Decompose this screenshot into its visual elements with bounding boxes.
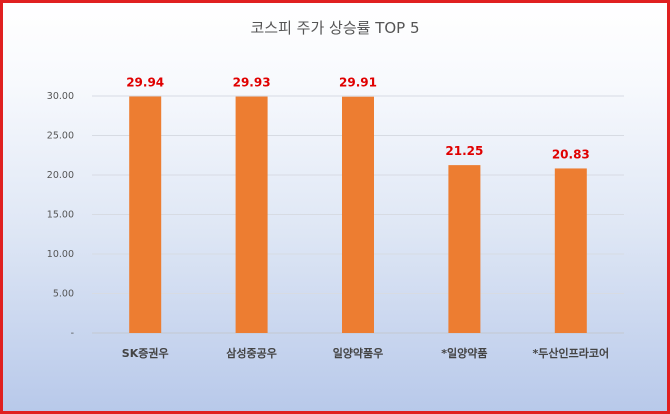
- y-tick-label: 25.00: [47, 131, 74, 142]
- bars: [129, 96, 587, 333]
- bar: [235, 96, 268, 333]
- y-tick-label: 30.00: [47, 91, 74, 102]
- data-label: 20.83: [552, 147, 590, 161]
- data-label: 29.93: [233, 76, 271, 90]
- y-tick-label: -: [71, 328, 74, 339]
- chart-title: 코스피 주가 상승률 TOP 5: [250, 19, 419, 37]
- bar: [554, 168, 587, 333]
- y-tick-label: 15.00: [47, 210, 74, 221]
- bar: [129, 96, 162, 333]
- data-label: 29.94: [126, 75, 164, 89]
- y-axis-ticks: - 5.00 10.00 15.00 20.00 25.00 30.00: [47, 91, 74, 339]
- y-tick-label: 10.00: [47, 249, 74, 260]
- y-tick-label: 20.00: [47, 170, 74, 181]
- data-label: 29.91: [339, 76, 377, 90]
- x-axis-ticks: SK증권우 삼성중공우 일양약품우 *일양약품 *두산인프라코어: [122, 346, 609, 360]
- x-tick-label: SK증권우: [122, 347, 169, 360]
- x-tick-label: 삼성중공우: [226, 346, 277, 360]
- x-tick-label: *일양약품: [441, 346, 487, 360]
- bar: [448, 165, 481, 333]
- x-tick-label: 일양약품우: [333, 346, 384, 360]
- x-tick-label: *두산인프라코어: [533, 346, 610, 360]
- data-labels: 29.94 29.93 29.91 21.25 20.83: [126, 75, 590, 161]
- data-label: 21.25: [445, 144, 483, 158]
- y-tick-label: 5.00: [53, 289, 74, 300]
- bar: [342, 96, 374, 333]
